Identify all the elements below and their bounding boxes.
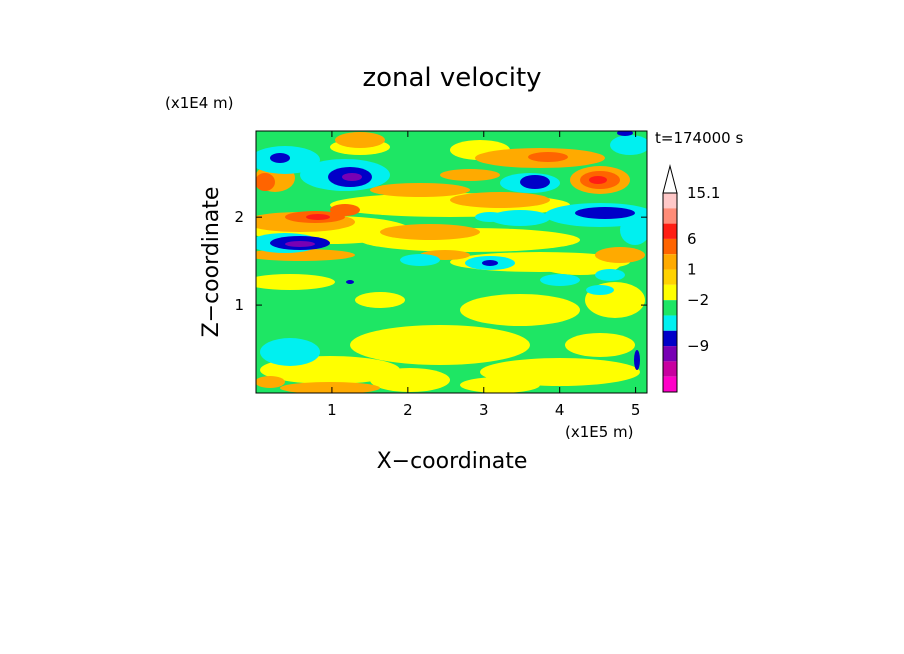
y-unit-label: (x1E4 m) xyxy=(165,94,234,112)
colorbar-label-3: 1 xyxy=(687,261,697,279)
colorbar-frame xyxy=(662,192,678,393)
colorbar-swatch-4 xyxy=(663,238,677,255)
plot-frame xyxy=(255,130,648,394)
contour-level-minus9-to-minus6 xyxy=(285,173,362,247)
colorbar-extend-arrow xyxy=(662,164,678,194)
colorbar-swatch-1 xyxy=(663,193,677,209)
x-tick-label-4: 4 xyxy=(555,401,565,419)
colorbar-label-1: 15.1 xyxy=(687,184,720,202)
colorbar-label-5: −9 xyxy=(687,337,709,355)
contour-level-minus6-to-minus4 xyxy=(270,131,640,370)
x-tick-label-2: 2 xyxy=(403,401,413,419)
colorbar-swatch-2 xyxy=(663,208,677,224)
y-tick-label-2: 2 xyxy=(234,208,244,226)
colorbar-swatch-7 xyxy=(663,284,677,301)
colorbar-swatch-13 xyxy=(663,376,677,392)
x-tick-label-3: 3 xyxy=(479,401,489,419)
y-tick-label-1: 1 xyxy=(234,296,244,314)
colorbar-swatch-6 xyxy=(663,269,677,285)
colorbar-label-2: 6 xyxy=(687,230,697,248)
colorbar-swatch-11 xyxy=(663,346,677,362)
colorbar-swatch-10 xyxy=(663,330,677,347)
x-tick-label-5: 5 xyxy=(631,401,641,419)
plot-area xyxy=(256,131,647,393)
colorbar-swatch-9 xyxy=(663,315,677,331)
colorbar-label-4: −2 xyxy=(687,291,709,309)
chart-title: zonal velocity xyxy=(362,63,541,93)
x-axis-label: X−coordinate xyxy=(377,449,528,474)
x-unit-label: (x1E5 m) xyxy=(565,423,634,441)
colorbar: 15.1 6 1 −2 −9 xyxy=(662,164,720,393)
colorbar-swatch-12 xyxy=(663,361,677,377)
time-label: t=174000 s xyxy=(655,129,743,147)
x-tick-label-1: 1 xyxy=(327,401,337,419)
colorbar-swatch-3 xyxy=(663,223,677,239)
contour-level-6-to-9 xyxy=(306,176,607,220)
y-axis-label: Z−coordinate xyxy=(199,187,224,338)
axes: 1 2 3 4 5 1 2 xyxy=(234,131,647,419)
contour-level-1-to-3 xyxy=(256,132,645,393)
colorbar-swatch-5 xyxy=(663,254,677,270)
colorbar-swatch-8 xyxy=(663,300,677,316)
